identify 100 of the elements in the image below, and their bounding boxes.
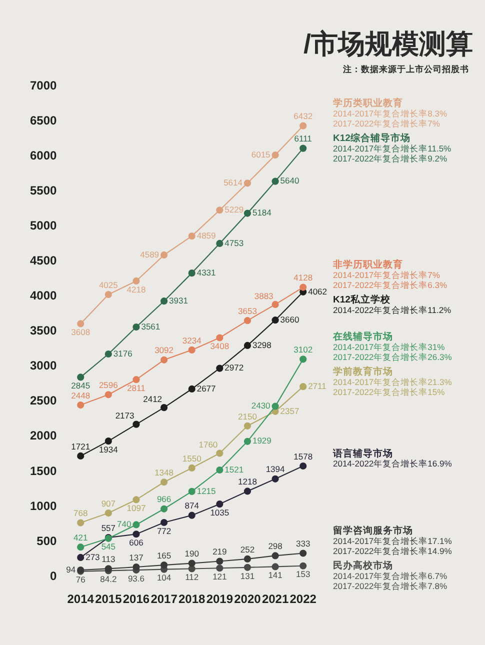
data-label: 2811 [127, 382, 146, 393]
data-label: 772 [156, 526, 172, 536]
data-label: 3092 [154, 345, 174, 356]
data-label: 4128 [294, 272, 313, 283]
data-label: 1215 [196, 486, 216, 496]
data-label: 1218 [238, 476, 258, 487]
data-label: 298 [268, 541, 283, 552]
data-label: 219 [212, 546, 228, 557]
y-tick-label: 1500 [30, 464, 58, 478]
y-tick-label: 500 [36, 534, 58, 548]
x-tick-label: 2022 [290, 592, 317, 606]
y-tick-label: 5500 [30, 183, 58, 198]
data-label: 2845 [71, 380, 90, 391]
data-label: 3102 [294, 344, 313, 355]
data-label: 6432 [294, 111, 313, 122]
data-label: 112 [185, 572, 199, 582]
data-label: 2448 [71, 390, 90, 400]
data-label: 1760 [198, 440, 218, 450]
text: 2014-2022年复合增长率11.2% [333, 304, 452, 315]
data-label: 545 [101, 542, 116, 552]
x-tick-label: 2020 [234, 592, 262, 606]
data-label: 1035 [210, 507, 230, 518]
y-tick-label: 3500 [30, 324, 58, 338]
data-label: 421 [74, 532, 88, 542]
data-label: 76 [76, 574, 86, 585]
data-label: 1721 [71, 441, 90, 452]
data-label: 768 [74, 508, 88, 518]
data-label: 2972 [224, 362, 244, 373]
x-tick-label: 2014 [67, 592, 94, 606]
data-label: 2173 [115, 410, 134, 421]
data-label: 3298 [252, 340, 272, 350]
text: 2014-2017年复合增长率8.3% 2017-2022年复合增长率7% [333, 108, 448, 128]
text: 学前教育市场 [333, 366, 393, 378]
x-tick-label: 2021 [262, 592, 289, 606]
data-label: 84.2 [100, 574, 117, 584]
text: 2014-2017年复合增长率11.5% 2017-2022年复合增长率9.2% [333, 143, 452, 164]
data-label: 3608 [71, 327, 90, 338]
data-label: 141 [268, 570, 283, 580]
data-label: 874 [184, 500, 200, 511]
data-label: 93.6 [128, 573, 145, 584]
text: 2014-2017年复合增长率7% 2017-2022年复合增长率6.3% [333, 270, 448, 290]
data-label: 113 [102, 554, 116, 564]
y-tick-label: 1000 [30, 498, 58, 513]
data-label: 557 [101, 522, 116, 533]
data-label: 273 [86, 552, 100, 562]
data-label: 6111 [294, 134, 312, 144]
data-label: 3653 [238, 306, 258, 316]
x-tick-label: 2019 [206, 592, 234, 606]
data-label: 5184 [252, 208, 272, 218]
y-tick-label: 4500 [30, 254, 58, 268]
data-label: 4025 [98, 280, 118, 290]
data-label: 333 [296, 538, 310, 549]
data-label: 2150 [238, 411, 258, 422]
text: 2014-2017年复合增长率21.3% 2017-2022年复合增长率15% [333, 376, 452, 397]
data-label: 5614 [224, 177, 243, 188]
data-label: 740 [117, 519, 132, 530]
text: 语言辅导市场 [332, 447, 393, 460]
data-label: 1521 [224, 464, 244, 474]
data-label: 606 [129, 537, 144, 548]
text: 2014-2017年复合增长率17.1% 2017-2022年复合增长率14.9% [333, 536, 452, 556]
text: 2014-2022年复合增长率16.9% [333, 458, 452, 469]
data-label: 3883 [254, 290, 274, 301]
data-label: 966 [156, 494, 172, 504]
data-label: 4331 [196, 267, 216, 278]
data-label: 3176 [113, 348, 133, 358]
data-label: 1929 [252, 436, 272, 446]
data-label: 1550 [182, 453, 202, 464]
data-label: 5640 [280, 176, 300, 186]
data-label: 3561 [141, 321, 160, 332]
x-tick-label: 2015 [95, 592, 122, 606]
data-label: 1578 [294, 451, 313, 462]
text: K12综合辅导市场 [333, 132, 410, 144]
data-label: 131 [240, 570, 255, 581]
data-label: 1934 [98, 444, 118, 454]
data-label: 2412 [143, 394, 162, 404]
data-label: 2711 [308, 380, 327, 391]
data-label: 4859 [196, 230, 216, 240]
text: 学历类职业教育 [333, 97, 403, 110]
data-label: 4753 [224, 238, 244, 248]
y-tick-label: 6500 [30, 113, 58, 128]
data-label: 165 [156, 550, 172, 560]
text: /市场规模测算 [303, 28, 473, 61]
y-tick-label: 4000 [30, 288, 58, 303]
data-label: 1348 [154, 467, 174, 478]
data-label: 190 [184, 548, 200, 559]
data-label: 4589 [140, 249, 160, 260]
y-tick-label: 5000 [30, 218, 58, 232]
text: 2014-2017年复合增长率31% 2017-2022年复合增长率26.3% [333, 342, 452, 362]
data-label: 2677 [196, 383, 216, 394]
y-tick-label: 2000 [30, 428, 58, 443]
data-label: 3408 [210, 341, 230, 352]
text: K12私立学校 [333, 294, 392, 306]
y-tick-label: 2500 [30, 394, 58, 408]
data-label: 1097 [126, 503, 146, 514]
x-tick-label: 2018 [178, 592, 206, 606]
text: 2014-2017年复合增长率6.7% 2017-2022年复合增长率7.8% [333, 570, 448, 591]
data-label: 121 [212, 571, 228, 582]
x-tick-label: 2017 [150, 592, 178, 606]
data-label: 1394 [266, 464, 286, 474]
data-label: 2430 [251, 400, 271, 411]
